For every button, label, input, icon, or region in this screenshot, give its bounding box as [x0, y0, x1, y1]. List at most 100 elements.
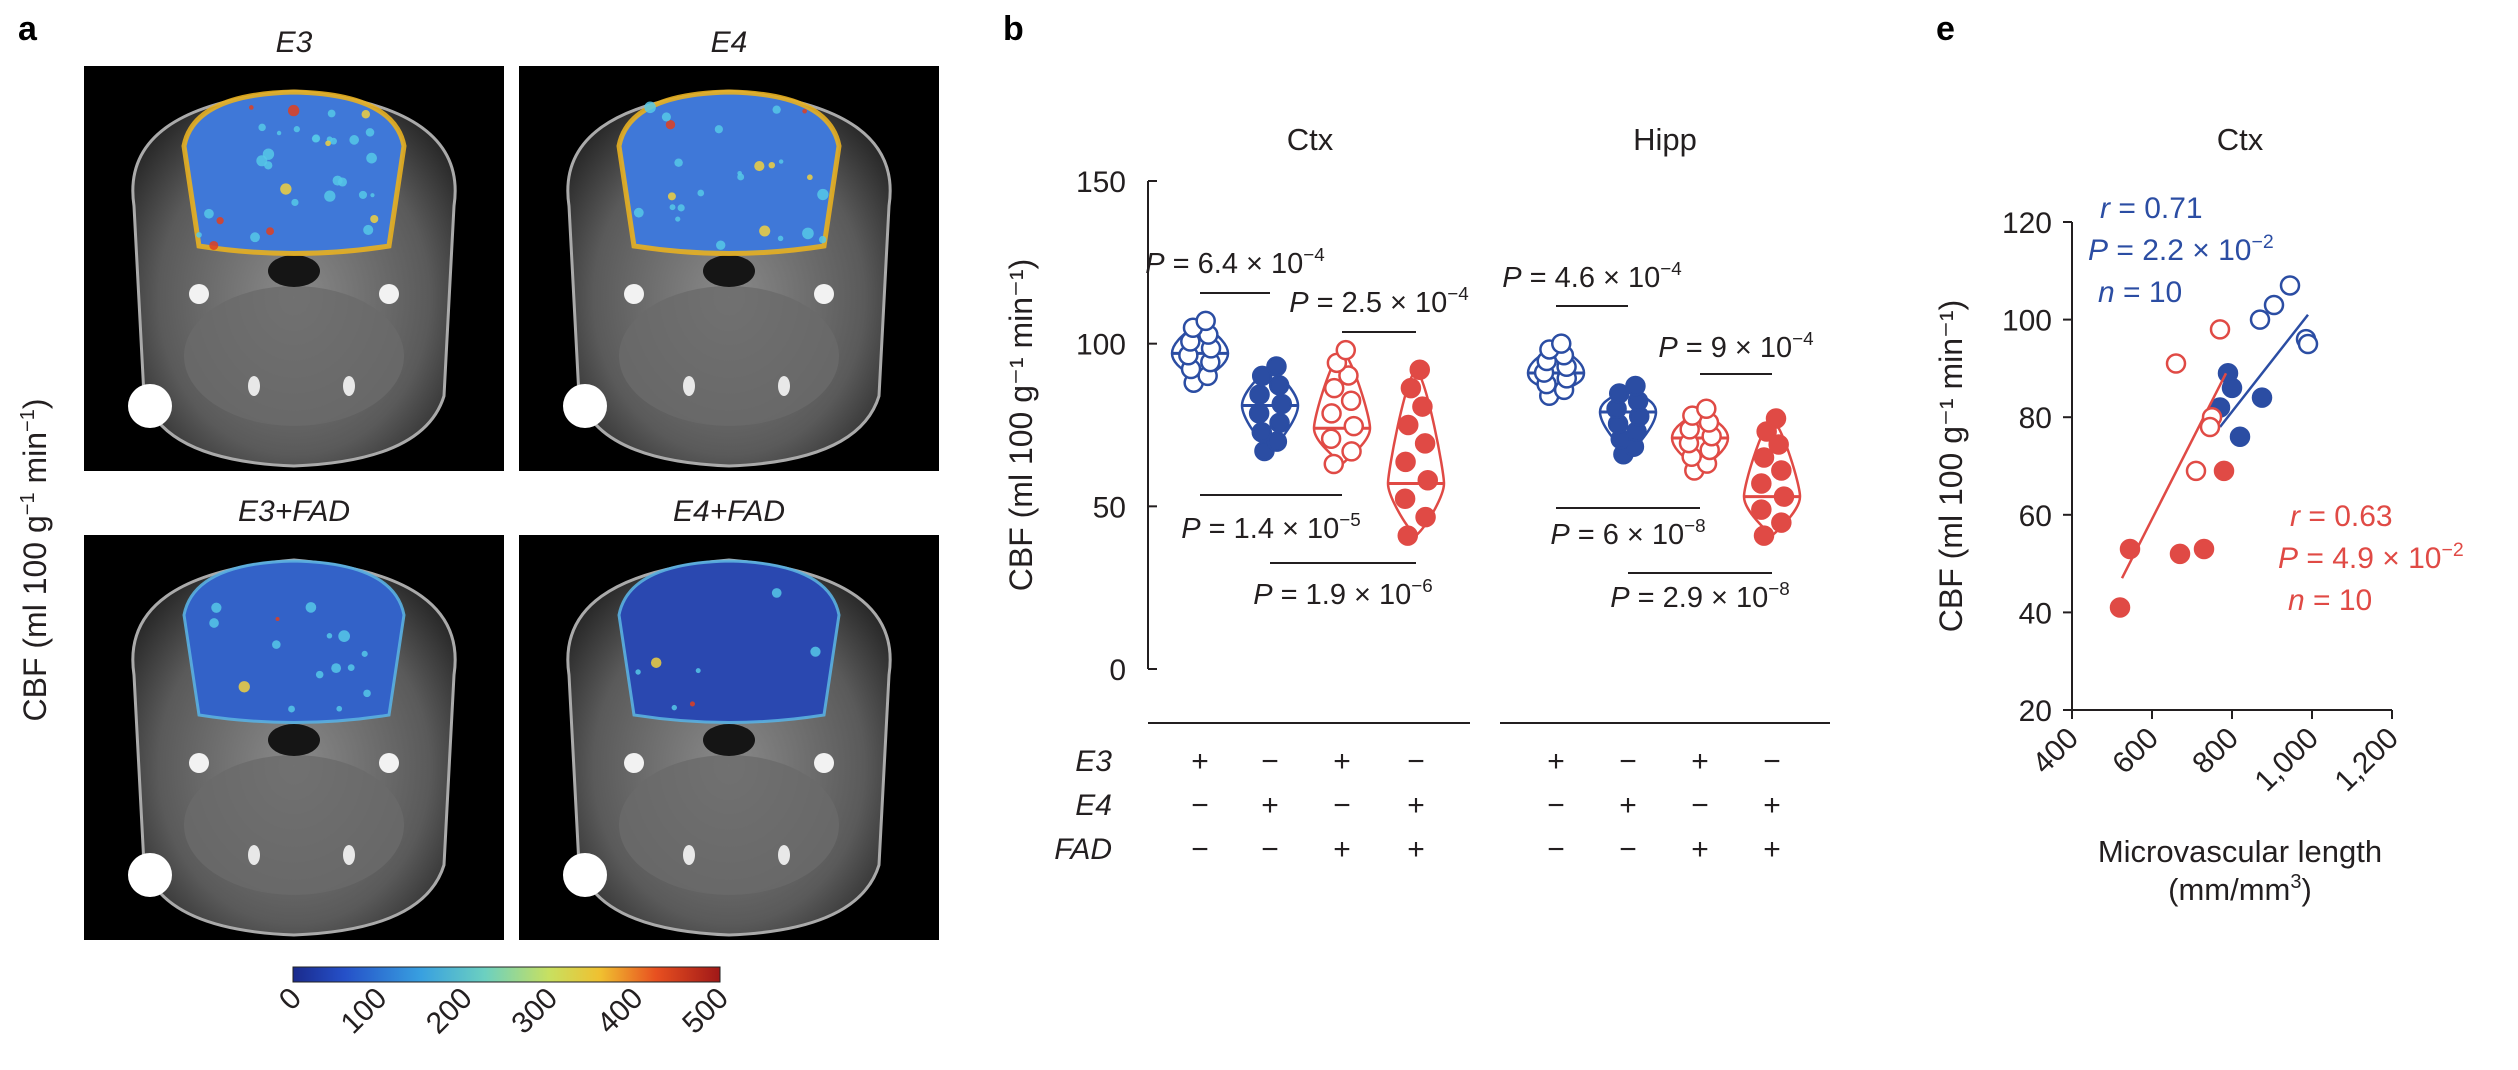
- panel-b-point: [1415, 506, 1436, 528]
- cbf-speckle: [365, 128, 375, 137]
- panel-b-point: [1249, 384, 1270, 405]
- panel-e-y-axis-label: CBF (ml 100 g⁻¹ min⁻¹): [1933, 300, 1969, 632]
- panel-b-point: [1397, 414, 1419, 436]
- colorbar: 0 100 200 300 400 500: [273, 966, 735, 1041]
- cbf-speckle: [250, 232, 260, 243]
- panel-b-comparison: P = 4.6 × 10−4: [1502, 258, 1682, 307]
- cbf-speckle: [249, 105, 254, 110]
- mri-image-grid: E3 E4 E3+FAD E4+FAD: [84, 26, 939, 940]
- panel-b-comparison: P = 6 × 10−8: [1550, 507, 1706, 551]
- cbf-speckle: [677, 204, 685, 212]
- colorbar-tick-label: 100: [335, 982, 394, 1041]
- cbf-speckle: [695, 668, 701, 674]
- lower-tissue: [619, 755, 839, 895]
- panel-e-plot: Ctx 20 40 60 80 100 120 400 600 800 1,000 1,200 CBF …: [1933, 122, 2464, 907]
- panel-b-facet-ctx: Ctx + − − − + − + − + − + + P = 6.4 × 10−4P = 2.5 × 1…: [1145, 122, 1470, 866]
- panel-b-point: [1341, 441, 1362, 462]
- panel-b-comparison: P = 1.9 × 10−6: [1253, 562, 1433, 611]
- panel-b-genotype-sign: −: [1619, 833, 1637, 866]
- panel-e-y-tick-label: 100: [2002, 305, 2052, 338]
- bright-spot: [379, 753, 399, 773]
- cbf-speckle: [211, 602, 222, 613]
- panel-b-genotype-sign: +: [1333, 745, 1351, 778]
- panel-b-point: [1397, 525, 1419, 546]
- panel-b-point: [1771, 460, 1792, 481]
- cbf-map: [619, 92, 839, 254]
- cbf-speckle: [650, 657, 662, 668]
- panel-b-point: [1268, 374, 1290, 396]
- panel-b-label: b: [1003, 10, 1024, 48]
- panel-b-genotype-sign: +: [1691, 833, 1709, 866]
- panel-e-point: [2251, 387, 2273, 408]
- cbf-speckle: [716, 240, 726, 250]
- reference-phantom: [128, 853, 172, 897]
- colorbar-tick-label: 300: [505, 982, 564, 1041]
- colorbar-tick-label: 400: [591, 982, 650, 1041]
- panel-e-point: [2279, 275, 2301, 296]
- panel-b-y-tick-label: 100: [1076, 329, 1126, 362]
- panel-b-genotype-sign: +: [1619, 789, 1637, 822]
- cbf-speckle: [697, 189, 705, 197]
- panel-b-point: [1409, 359, 1431, 380]
- panel-b-facet-title: Hipp: [1633, 122, 1697, 157]
- bright-spot: [624, 284, 644, 304]
- cbf-speckle: [325, 140, 331, 147]
- panel-b-point: [1338, 365, 1359, 386]
- panel-b-comparison: P = 9 × 10−4: [1658, 328, 1814, 375]
- comparison-p-value: P = 4.6 × 10−4: [1502, 258, 1682, 294]
- y-label-close: ): [17, 398, 53, 409]
- colorbar-tick-label: 200: [420, 982, 479, 1041]
- panel-b-point: [1417, 470, 1439, 491]
- airway: [268, 724, 320, 756]
- cbf-speckle: [363, 224, 374, 235]
- panel-b-violin-group: [1742, 408, 1802, 546]
- panel-b-violin-group: [1240, 356, 1300, 462]
- cbf-speckle: [737, 170, 742, 176]
- panel-b-point: [1394, 488, 1416, 509]
- panel-a-label: a: [18, 10, 38, 48]
- panel-b-point: [1320, 428, 1342, 449]
- panel-b-point: [1751, 499, 1772, 520]
- panel-e-y-tick-label: 80: [2019, 402, 2052, 435]
- cbf-speckle: [370, 193, 375, 198]
- cbf-speckle: [669, 204, 676, 211]
- airway: [703, 255, 755, 287]
- panel-b-point: [1323, 453, 1345, 475]
- panel-b-point: [1765, 408, 1787, 429]
- cbf-speckle: [771, 588, 782, 598]
- panel-b-row-label: FAD: [1054, 833, 1112, 866]
- reference-phantom: [563, 853, 607, 897]
- panel-e-point: [2165, 353, 2187, 374]
- panel-b-row-label: E4: [1075, 789, 1112, 822]
- comparison-p-value: P = 6.4 × 10−4: [1145, 244, 1325, 280]
- panel-b-genotype-sign: +: [1407, 789, 1425, 822]
- cbf-speckle: [331, 663, 342, 674]
- cbf-map: [184, 92, 404, 254]
- cbf-speckle: [361, 650, 368, 657]
- y-label-exp2: −1: [17, 409, 39, 432]
- colorbar-ticks: 0 100 200 300 400 500: [273, 982, 735, 1041]
- cbf-speckle: [363, 689, 371, 698]
- panel-b-point: [1335, 339, 1357, 361]
- cbf-speckle: [238, 681, 250, 693]
- airway: [703, 724, 755, 756]
- cbf-map: [184, 561, 404, 723]
- cbf-speckle: [778, 159, 784, 164]
- panel-b-genotype-sign: +: [1763, 833, 1781, 866]
- bright-spot: [248, 376, 260, 396]
- cbf-speckle: [667, 192, 676, 201]
- cbf-speckle: [209, 618, 219, 628]
- panel-b-point: [1395, 451, 1416, 473]
- cbf-speckle: [714, 125, 723, 134]
- cbf-speckle: [644, 101, 656, 114]
- cbf-speckle: [291, 198, 299, 207]
- panel-b-violin-group: [1526, 333, 1586, 406]
- cbf-speckle: [256, 155, 268, 167]
- panel-e-point: [2229, 426, 2251, 447]
- panel-e-x-tick-label: 800: [2186, 722, 2245, 781]
- cbf-speckle: [802, 227, 814, 240]
- panel-b-point: [1251, 365, 1273, 387]
- panel-b-point: [1625, 375, 1646, 397]
- cbf-speckle: [347, 664, 355, 672]
- cbf-speckle: [759, 225, 771, 237]
